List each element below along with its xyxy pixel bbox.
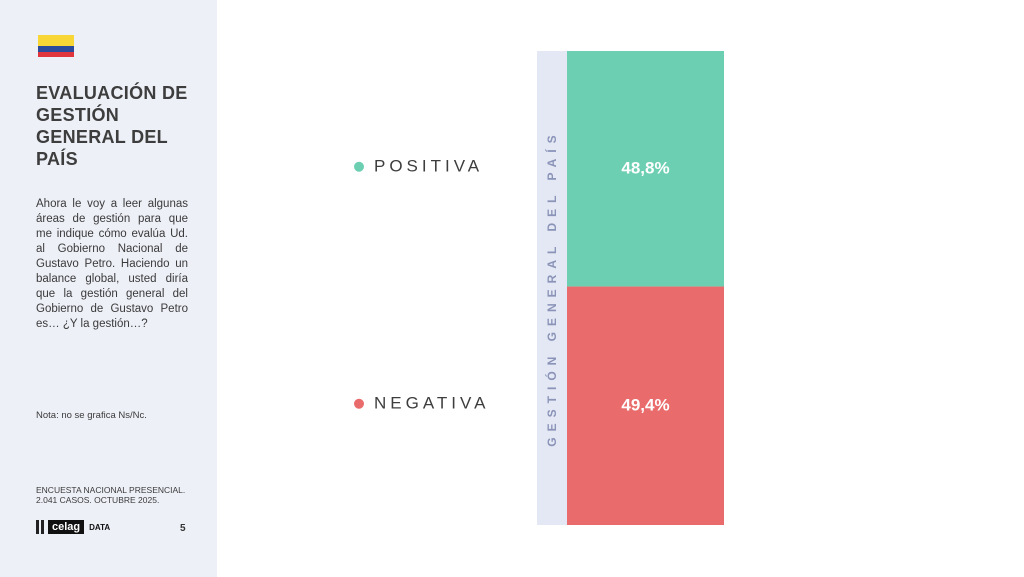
value-label: 49,4%	[621, 395, 669, 414]
category-strip	[537, 51, 567, 525]
logo-suffix: DATA	[89, 522, 111, 532]
page-number: 5	[180, 523, 186, 534]
flag	[38, 35, 74, 57]
category-label: GESTIÓN GENERAL DEL PAÍS	[544, 129, 559, 446]
legend-label: NEGATIVA	[374, 393, 489, 412]
logo-text: celag	[48, 520, 85, 534]
title: EVALUACIÓN DE GESTIÓN GENERAL DEL PAÍS	[36, 83, 188, 169]
bar-segment	[567, 51, 724, 287]
logo: celag DATA	[36, 519, 110, 535]
question: Ahora le voy a leer algunas áreas de ges…	[36, 198, 188, 330]
bar-segment	[567, 286, 724, 525]
value-label: 48,8%	[621, 158, 669, 177]
note: Nota: no se grafica Ns/Nc.	[36, 410, 147, 421]
sidebar: EVALUACIÓN DE GESTIÓN GENERAL DEL PAÍS A…	[0, 0, 217, 577]
legend-dot	[354, 161, 364, 172]
source: ENCUESTA NACIONAL PRESENCIAL. 2.041 CASO…	[36, 485, 186, 505]
legend-dot	[354, 398, 364, 409]
legend-label: POSITIVA	[374, 156, 483, 175]
